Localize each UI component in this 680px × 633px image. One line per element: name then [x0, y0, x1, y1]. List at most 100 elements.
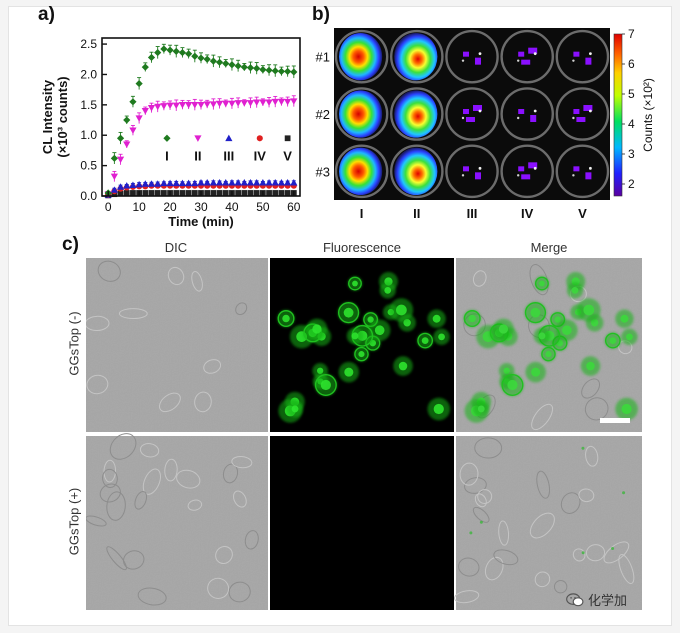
- cell-outline: [618, 554, 635, 584]
- cell-outline: [529, 264, 549, 296]
- data-point: [160, 103, 168, 110]
- well-glint: [461, 174, 465, 177]
- cell-outline: [472, 270, 487, 287]
- cell-outline: [97, 260, 121, 282]
- col-title-dic: DIC: [164, 240, 188, 255]
- micro-tile-plus-fluorescence: [270, 436, 454, 610]
- data-point: [147, 105, 156, 112]
- data-point: [222, 179, 230, 186]
- well-rim: [445, 87, 499, 141]
- panel-c-letter: c): [62, 234, 79, 255]
- fluorescent-cell: [306, 318, 328, 340]
- well-signal-speck: [518, 109, 525, 114]
- fluorescent-cell: [621, 328, 638, 346]
- cell-core: [384, 287, 392, 294]
- data-point: [253, 64, 261, 72]
- data-point: [154, 103, 162, 111]
- fluorescent-cell: [337, 301, 360, 324]
- micro-tile-plus-dic: [86, 433, 268, 610]
- cell-core: [539, 280, 545, 287]
- fluorescent-cell: [347, 276, 363, 291]
- well-rim: [390, 87, 444, 141]
- cell-core: [507, 379, 518, 391]
- well-signal-speck: [518, 51, 525, 57]
- well-rim: [445, 29, 499, 84]
- cell-core: [374, 325, 385, 336]
- cell-core: [396, 304, 407, 316]
- well-glint: [478, 166, 482, 170]
- well-signal: [339, 147, 383, 195]
- cell-core: [503, 367, 510, 374]
- scale-bar: [600, 418, 630, 423]
- cell-core: [433, 403, 444, 415]
- well-signal: [339, 33, 383, 81]
- cl-intensity-chart: 0.0 0.5 1.0 1.5 2.0 2.5 0 10 20 30 40 50 60 Time (min…: [40, 37, 301, 229]
- y-tick-label: 0.5: [80, 159, 97, 173]
- cell-core: [498, 324, 509, 334]
- micro-tile-minus-fluorescence: [270, 258, 454, 432]
- data-point: [123, 190, 130, 196]
- panel-b-letter: b): [312, 4, 330, 25]
- data-point: [259, 99, 267, 107]
- colorbar-tick-label: 3: [628, 147, 635, 161]
- well-glint: [533, 109, 537, 113]
- data-point: [191, 179, 199, 187]
- data-point: [203, 179, 211, 186]
- tile-texture: [86, 258, 268, 432]
- data-point: [129, 98, 137, 106]
- data-point: [135, 79, 143, 88]
- data-point: [154, 190, 161, 196]
- cell-outline: [459, 462, 479, 486]
- colorbar-tick-label: 6: [628, 57, 635, 71]
- data-point: [259, 179, 267, 186]
- x-tick-label: 50: [256, 200, 270, 214]
- cell-core: [320, 379, 331, 391]
- well-rim: [445, 144, 499, 199]
- legend-item-IV: IV: [254, 135, 266, 163]
- well-signal-speck: [518, 166, 525, 172]
- col-label: II: [413, 206, 420, 221]
- fluorescent-cell: [346, 327, 364, 345]
- data-point: [178, 48, 187, 57]
- col-label: III: [467, 206, 478, 221]
- cell-core: [282, 314, 290, 323]
- data-point: [265, 179, 273, 186]
- cell-core: [351, 332, 359, 340]
- x-tick-label: 60: [287, 200, 301, 214]
- cell-outline: [137, 587, 167, 606]
- fluorescent-cell: [525, 361, 546, 383]
- cell-ring: [337, 302, 360, 324]
- col-title-merge: Merge: [530, 240, 568, 255]
- data-point: [234, 62, 242, 70]
- cell-core: [343, 307, 354, 318]
- cell-core: [530, 307, 541, 318]
- well-rim: [334, 144, 389, 199]
- cell-outline: [158, 392, 181, 413]
- data-point: [160, 45, 168, 53]
- well-rim: [390, 29, 444, 84]
- micro-tile-minus-merge: [456, 258, 642, 432]
- cell-outline: [244, 530, 259, 550]
- colorbar-tick-label: 7: [628, 27, 635, 41]
- cell-core: [583, 304, 595, 316]
- fluorescent-cell: [540, 346, 557, 362]
- legend-label: II: [194, 148, 201, 163]
- data-point: [154, 48, 162, 57]
- row-label: #3: [316, 164, 330, 179]
- microscopy-grid: [86, 258, 642, 610]
- data-point: [191, 190, 198, 196]
- tile-texture: [456, 436, 642, 610]
- cell-core: [316, 367, 324, 374]
- well-glint: [572, 59, 575, 62]
- cell-outline: [103, 459, 117, 483]
- x-tick-label: 20: [163, 200, 177, 214]
- data-point: [160, 179, 168, 187]
- data-point: [185, 190, 192, 196]
- data-point: [265, 66, 273, 74]
- well-signal-speck: [583, 105, 593, 111]
- data-point: [278, 190, 285, 196]
- data-point: [284, 179, 292, 186]
- data-point: [172, 47, 180, 55]
- data-point: [209, 57, 217, 65]
- well-rim: [334, 87, 389, 141]
